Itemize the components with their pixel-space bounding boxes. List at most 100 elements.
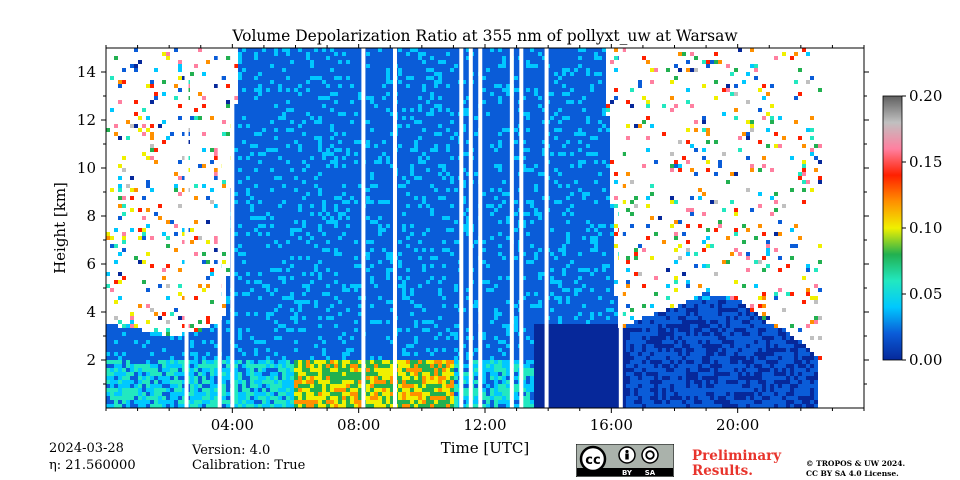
heatmap-cell <box>330 164 334 168</box>
heatmap-cell <box>350 132 354 136</box>
heatmap-cell <box>338 96 342 100</box>
heatmap-cell <box>286 384 290 388</box>
heatmap-cell <box>286 116 290 120</box>
heatmap-cell <box>134 344 138 348</box>
heatmap-cell <box>250 344 254 348</box>
heatmap-cell <box>262 240 266 244</box>
heatmap-cell <box>250 340 254 344</box>
heatmap-cell <box>178 352 182 356</box>
heatmap-cell <box>338 124 342 128</box>
heatmap-cell <box>130 376 134 380</box>
heatmap-cell <box>282 256 286 260</box>
heatmap-cell <box>258 368 262 372</box>
heatmap-cell <box>374 340 378 344</box>
heatmap-cell <box>318 384 322 388</box>
heatmap-cell <box>290 384 294 388</box>
heatmap-cell <box>242 288 246 292</box>
heatmap-cell <box>370 276 374 280</box>
heatmap-cell <box>382 108 386 112</box>
heatmap-cell <box>174 172 178 176</box>
heatmap-cell <box>294 160 298 164</box>
heatmap-cell <box>310 96 314 100</box>
heatmap-cell <box>294 140 298 144</box>
heatmap-cell <box>358 380 362 384</box>
heatmap-cell <box>410 104 414 108</box>
heatmap-cell <box>398 352 402 356</box>
heatmap-cell <box>366 324 370 328</box>
heatmap-cell <box>334 72 338 76</box>
heatmap-cell <box>302 292 306 296</box>
heatmap-cell <box>250 400 254 404</box>
heatmap-cell <box>182 336 186 340</box>
heatmap-cell <box>402 280 406 284</box>
heatmap-cell <box>346 196 350 200</box>
heatmap-cell <box>370 400 374 404</box>
heatmap-cell <box>266 404 270 408</box>
heatmap-cell <box>338 308 342 312</box>
heatmap-cell <box>370 268 374 272</box>
heatmap-cell <box>314 364 318 368</box>
heatmap-cell <box>330 68 334 72</box>
heatmap-cell <box>322 372 326 376</box>
heatmap-cell <box>378 136 382 140</box>
heatmap-cell <box>238 400 242 404</box>
heatmap-cell <box>294 276 298 280</box>
heatmap-cell <box>386 260 390 264</box>
heatmap-cell <box>382 84 386 88</box>
heatmap-cell <box>374 264 378 268</box>
heatmap-cell <box>314 340 318 344</box>
heatmap-cell <box>322 316 326 320</box>
heatmap-cell <box>354 260 358 264</box>
heatmap-cell <box>294 72 298 76</box>
heatmap-cell <box>266 136 270 140</box>
heatmap-cell <box>266 100 270 104</box>
heatmap-cell <box>286 152 290 156</box>
heatmap-cell <box>402 120 406 124</box>
heatmap-cell <box>254 184 258 188</box>
heatmap-cell <box>270 280 274 284</box>
heatmap-cell <box>326 316 330 320</box>
heatmap-cell <box>402 160 406 164</box>
heatmap-cell <box>262 136 266 140</box>
heatmap-cell <box>382 296 386 300</box>
heatmap-cell <box>294 228 298 232</box>
heatmap-cell <box>294 180 298 184</box>
heatmap-cell <box>390 364 394 368</box>
heatmap-cell <box>354 244 358 248</box>
heatmap-cell <box>122 384 126 388</box>
heatmap-cell <box>274 72 278 76</box>
heatmap-cell <box>354 156 358 160</box>
heatmap-cell <box>298 376 302 380</box>
heatmap-cell <box>298 96 302 100</box>
heatmap-cell <box>294 316 298 320</box>
heatmap-cell <box>146 368 150 372</box>
heatmap-cell <box>390 392 394 396</box>
heatmap-cell <box>382 60 386 64</box>
heatmap-cell <box>270 164 274 168</box>
heatmap-cell <box>190 352 194 356</box>
heatmap-cell <box>398 128 402 132</box>
heatmap-cell <box>330 356 334 360</box>
heatmap-cell <box>182 332 186 336</box>
heatmap-cell <box>242 268 246 272</box>
heatmap-cell <box>242 184 246 188</box>
heatmap-cell <box>330 196 334 200</box>
heatmap-cell <box>122 336 126 340</box>
heatmap-cell <box>198 92 202 96</box>
heatmap-cell <box>338 312 342 316</box>
heatmap-cell <box>242 364 246 368</box>
heatmap-cell <box>146 336 150 340</box>
heatmap-cell <box>322 248 326 252</box>
heatmap-cell <box>282 288 286 292</box>
heatmap-cell <box>350 312 354 316</box>
heatmap-cell <box>262 248 266 252</box>
heatmap-cell <box>242 56 246 60</box>
heatmap-cell <box>158 352 162 356</box>
heatmap-cell <box>326 172 330 176</box>
heatmap-cell <box>278 392 282 396</box>
heatmap-cell <box>170 388 174 392</box>
heatmap-cell <box>358 124 362 128</box>
heatmap-cell <box>254 300 258 304</box>
heatmap-cell <box>290 116 294 120</box>
heatmap-cell <box>302 200 306 204</box>
